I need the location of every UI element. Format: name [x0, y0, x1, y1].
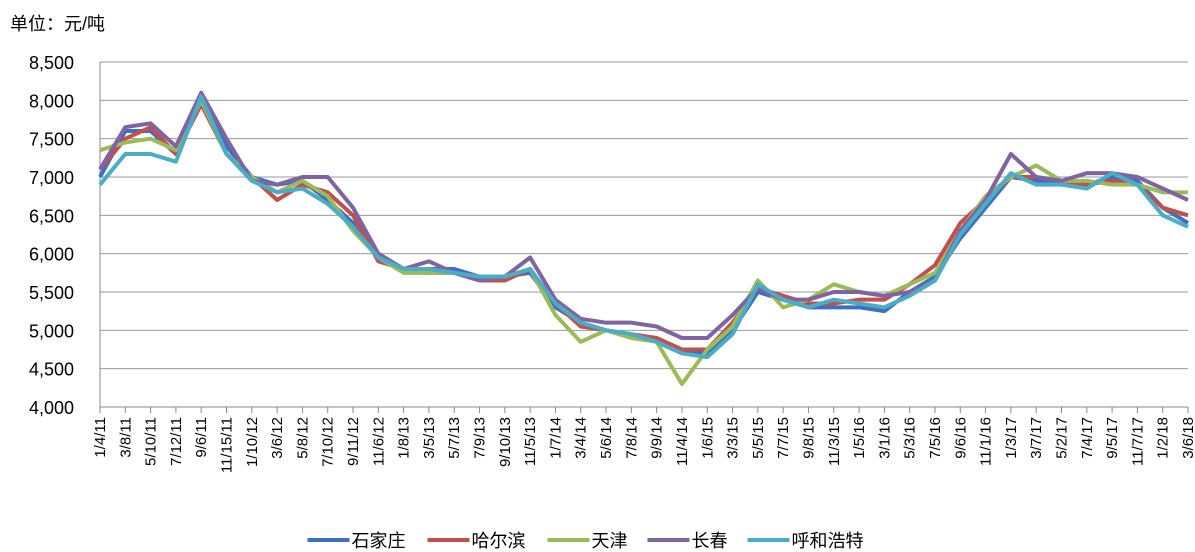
x-tick-label: 11/15/11: [219, 417, 236, 473]
x-tick-label: 1/6/15: [699, 417, 716, 459]
x-tick-label: 5/3/16: [902, 417, 919, 459]
x-tick-label: 3/6/12: [269, 417, 286, 459]
y-tick-label: 8,500: [29, 53, 74, 73]
x-tick-label: 3/1/16: [876, 417, 893, 459]
y-tick-label: 4,500: [29, 360, 74, 380]
x-tick-label: 11/5/13: [522, 417, 539, 466]
x-tick-label: 9/9/14: [649, 417, 666, 459]
x-tick-label: 7/10/12: [320, 417, 337, 467]
x-tick-label: 7/4/17: [1079, 417, 1096, 459]
series-line: [98, 90, 1189, 340]
x-tick-label: 9/8/15: [800, 417, 817, 459]
x-tick-label: 5/6/14: [598, 417, 615, 459]
y-tick-label: 5,000: [29, 321, 74, 341]
x-tick-label: 5/5/15: [750, 417, 767, 459]
unit-label: 单位：元/吨: [10, 14, 105, 34]
x-tick-label: 3/4/14: [573, 417, 590, 459]
x-tick-label: 1/10/12: [244, 417, 261, 467]
x-tick-label: 11/1/16: [978, 417, 995, 466]
y-tick-label: 7,500: [29, 130, 74, 150]
y-tick-label: 4,000: [29, 398, 74, 418]
y-tick-label: 8,000: [29, 91, 74, 111]
x-tick-label: 9/11/12: [345, 417, 362, 466]
legend-label: 哈尔滨: [472, 531, 526, 551]
series-line: [98, 102, 1189, 352]
x-tick-label: 9/5/17: [1104, 417, 1121, 459]
x-tick-label: 11/4/14: [674, 417, 691, 466]
x-tick-label: 1/8/13: [396, 417, 413, 459]
x-tick-label: 5/10/11: [143, 417, 160, 466]
x-tick-label: 1/4/11: [92, 417, 109, 458]
x-tick-label: 7/12/11: [168, 417, 185, 466]
x-tick-label: 3/7/17: [1028, 417, 1045, 459]
legend-label: 石家庄: [352, 531, 406, 551]
x-tick-label: 3/8/11: [117, 417, 134, 458]
x-tick-label: 1/2/18: [1155, 417, 1172, 459]
x-tick-label: 1/3/17: [1003, 417, 1020, 459]
series-line: [98, 94, 1189, 360]
y-tick-label: 5,500: [29, 283, 74, 303]
y-tick-label: 6,500: [29, 206, 74, 226]
x-tick-label: 11/6/12: [370, 417, 387, 466]
x-tick-label: 9/10/13: [497, 417, 514, 467]
x-tick-label: 9/6/16: [952, 417, 969, 459]
legend-label: 呼和浩特: [792, 531, 864, 551]
legend-label: 天津: [592, 531, 628, 551]
x-tick-label: 1/7/14: [547, 417, 564, 459]
x-tick-label: 11/7/17: [1129, 417, 1146, 466]
x-tick-label: 7/8/14: [623, 417, 640, 459]
x-tick-label: 7/9/13: [472, 417, 489, 459]
legend-label: 长春: [692, 531, 728, 551]
x-tick-label: 9/6/11: [193, 417, 210, 458]
y-tick-label: 6,000: [29, 245, 74, 265]
x-tick-label: 11/3/15: [826, 417, 843, 466]
x-tick-label: 5/2/17: [1053, 417, 1070, 459]
x-tick-label: 5/8/12: [294, 417, 311, 459]
x-tick-label: 5/7/13: [446, 417, 463, 459]
x-tick-label: 3/6/18: [1180, 417, 1195, 459]
x-tick-label: 7/7/15: [775, 417, 792, 459]
series-line: [98, 94, 1190, 356]
series-line: [99, 98, 1188, 386]
x-tick-label: 7/5/16: [927, 417, 944, 459]
y-tick-label: 7,000: [29, 168, 74, 188]
x-tick-label: 1/5/16: [851, 417, 868, 459]
x-tick-label: 3/3/15: [725, 417, 742, 459]
x-tick-label: 3/5/13: [421, 417, 438, 459]
